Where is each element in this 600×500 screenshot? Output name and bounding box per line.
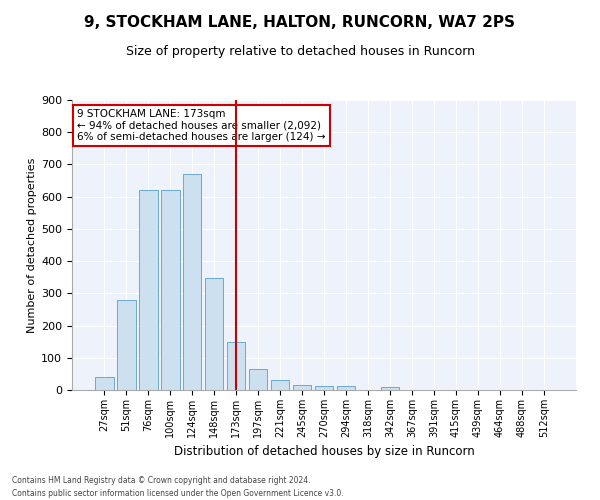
Bar bbox=[139, 190, 158, 390]
X-axis label: Distribution of detached houses by size in Runcorn: Distribution of detached houses by size … bbox=[173, 446, 475, 458]
Bar bbox=[183, 174, 202, 390]
Text: Contains HM Land Registry data © Crown copyright and database right 2024.: Contains HM Land Registry data © Crown c… bbox=[12, 476, 311, 485]
Text: 9 STOCKHAM LANE: 173sqm
← 94% of detached houses are smaller (2,092)
6% of semi-: 9 STOCKHAM LANE: 173sqm ← 94% of detache… bbox=[77, 108, 326, 142]
Text: Contains public sector information licensed under the Open Government Licence v3: Contains public sector information licen… bbox=[12, 488, 344, 498]
Bar bbox=[205, 278, 223, 390]
Bar bbox=[95, 377, 113, 390]
Bar bbox=[337, 386, 355, 390]
Bar bbox=[227, 342, 245, 390]
Text: Size of property relative to detached houses in Runcorn: Size of property relative to detached ho… bbox=[125, 45, 475, 58]
Y-axis label: Number of detached properties: Number of detached properties bbox=[27, 158, 37, 332]
Bar bbox=[271, 380, 289, 390]
Bar bbox=[249, 369, 268, 390]
Text: 9, STOCKHAM LANE, HALTON, RUNCORN, WA7 2PS: 9, STOCKHAM LANE, HALTON, RUNCORN, WA7 2… bbox=[85, 15, 515, 30]
Bar bbox=[314, 386, 334, 390]
Bar bbox=[117, 300, 136, 390]
Bar bbox=[161, 190, 179, 390]
Bar bbox=[293, 385, 311, 390]
Bar bbox=[380, 387, 399, 390]
